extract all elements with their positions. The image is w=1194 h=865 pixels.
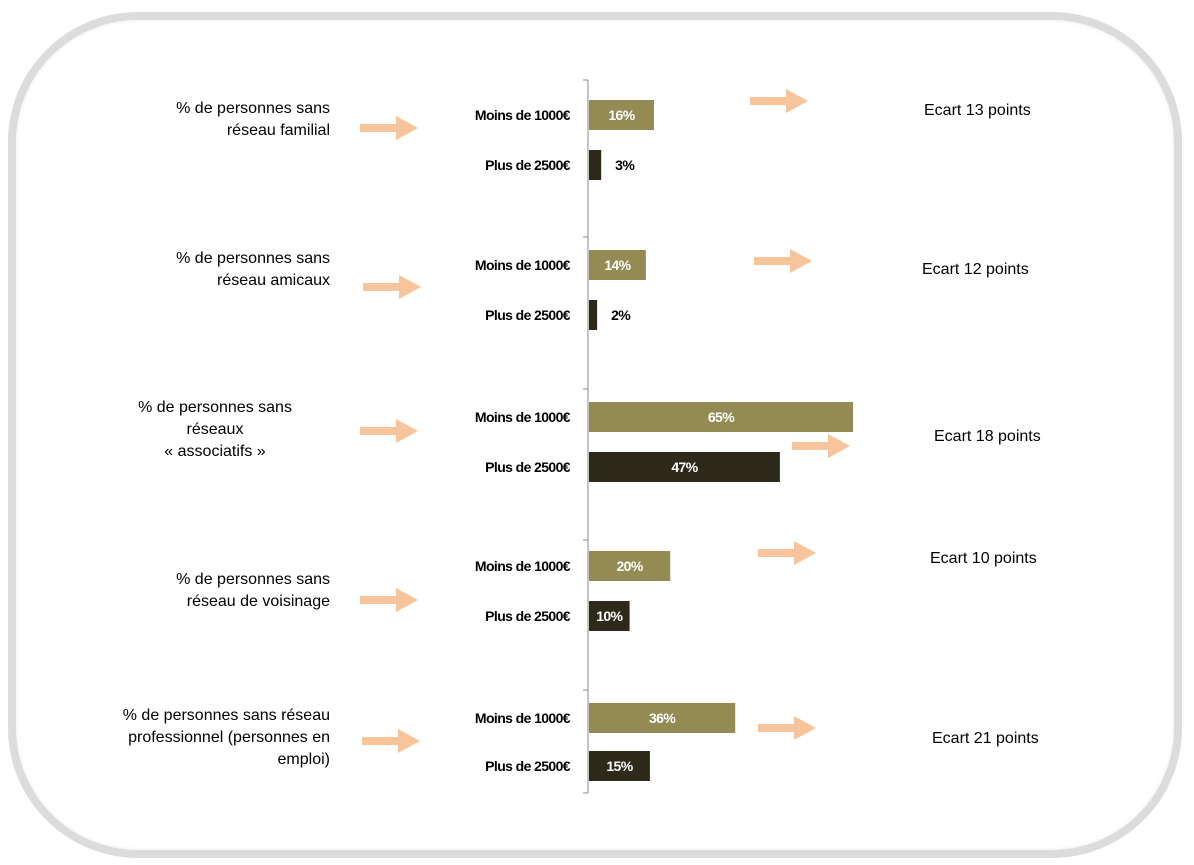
data-label: 47% bbox=[671, 459, 698, 475]
row-label: Moins de 1000€ bbox=[475, 107, 571, 123]
bar-moins-1000 bbox=[589, 250, 646, 280]
category-arrow-icon bbox=[360, 588, 418, 612]
row-label: Plus de 2500€ bbox=[485, 459, 571, 475]
gap-label: Ecart 21 points bbox=[932, 730, 1039, 747]
category-label: % de personnes sans réseaux « associatif… bbox=[138, 399, 292, 460]
bar-moins-1000 bbox=[589, 100, 654, 130]
category-arrow-icon bbox=[360, 419, 418, 443]
bar-moins-1000 bbox=[589, 402, 853, 432]
gap-label: Ecart 12 points bbox=[922, 261, 1029, 278]
data-label: 65% bbox=[708, 409, 735, 425]
gap-arrow-icon bbox=[750, 89, 808, 113]
bar-plus-2500 bbox=[589, 751, 650, 781]
category-arrow-icon bbox=[360, 116, 418, 140]
data-label: 15% bbox=[606, 758, 633, 774]
gap-arrow-icon bbox=[758, 541, 816, 565]
bar-plus-2500 bbox=[589, 150, 602, 180]
category-label: % de personnes sans réseau amicaux bbox=[176, 250, 330, 289]
data-label: 2% bbox=[611, 307, 631, 323]
row-label: Moins de 1000€ bbox=[475, 257, 571, 273]
data-label: 10% bbox=[596, 608, 623, 624]
category-label: % de personnes sans réseau de voisinage bbox=[176, 571, 330, 610]
bar-moins-1000 bbox=[589, 703, 736, 733]
bar-plus-2500 bbox=[589, 601, 630, 631]
data-label: 14% bbox=[604, 257, 631, 273]
data-label: 16% bbox=[608, 107, 635, 123]
row-label: Plus de 2500€ bbox=[485, 758, 571, 774]
category-label: % de personnes sans réseau familial bbox=[176, 100, 330, 139]
gap-label: Ecart 13 points bbox=[924, 102, 1031, 119]
bar-plus-2500 bbox=[589, 452, 780, 482]
category-arrow-icon bbox=[363, 275, 421, 299]
bar-moins-1000 bbox=[589, 551, 671, 581]
data-label: 20% bbox=[616, 558, 643, 574]
bar-plus-2500 bbox=[589, 300, 598, 330]
gap-arrow-icon bbox=[754, 249, 812, 273]
gap-label: Ecart 18 points bbox=[934, 428, 1041, 445]
row-label: Moins de 1000€ bbox=[475, 558, 571, 574]
row-label: Plus de 2500€ bbox=[485, 608, 571, 624]
row-label: Moins de 1000€ bbox=[475, 710, 571, 726]
gap-arrow-icon bbox=[792, 434, 850, 458]
data-label: 36% bbox=[649, 710, 676, 726]
data-label: 3% bbox=[615, 157, 635, 173]
row-label: Plus de 2500€ bbox=[485, 157, 571, 173]
category-arrow-icon bbox=[362, 729, 420, 753]
row-label: Moins de 1000€ bbox=[475, 409, 571, 425]
rounded-frame bbox=[8, 12, 1182, 858]
gap-arrow-icon bbox=[758, 716, 816, 740]
gap-label: Ecart 10 points bbox=[930, 550, 1037, 567]
category-label: % de personnes sans réseau professionnel… bbox=[122, 707, 330, 768]
row-label: Plus de 2500€ bbox=[485, 307, 571, 323]
